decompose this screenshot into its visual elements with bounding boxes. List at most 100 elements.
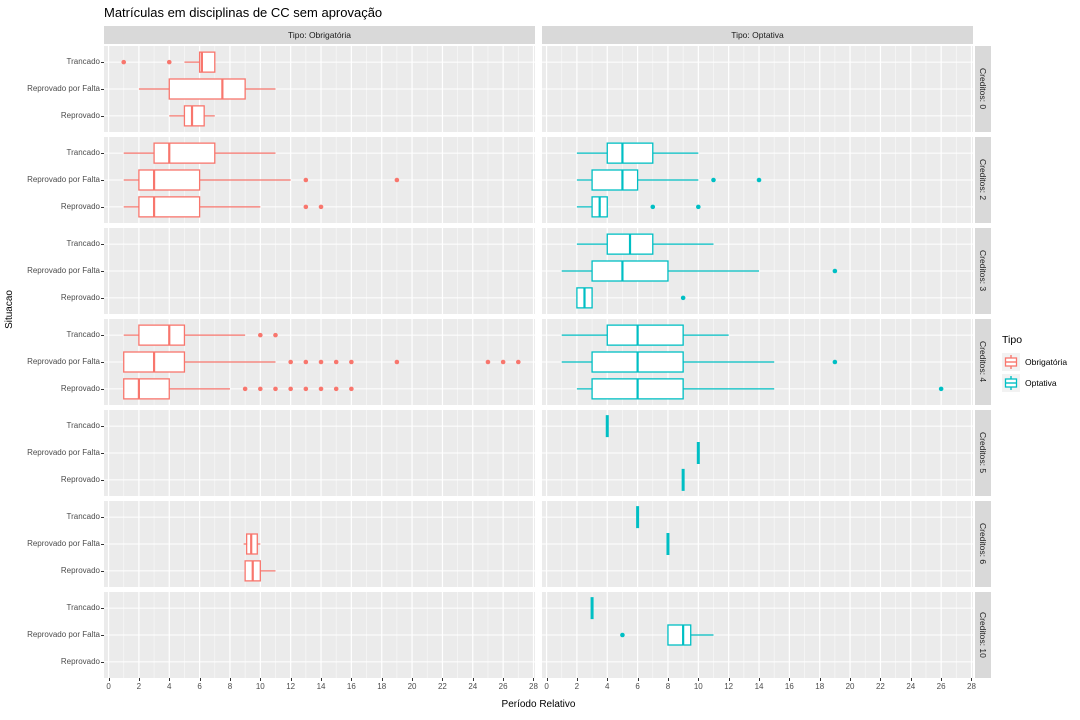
x-tick-label: 4 (167, 682, 172, 691)
x-tick-mark (442, 678, 444, 681)
x-tick-mark (698, 678, 700, 681)
y-tick-mark (101, 635, 104, 636)
x-tick-label: 4 (605, 682, 610, 691)
x-tick-label: 12 (724, 682, 734, 691)
row-facet-strip: Creditos: 3 (975, 228, 991, 314)
boxplot-outlier-point (121, 59, 127, 65)
boxplot-key-svg (1004, 355, 1018, 369)
x-tick-label: 6 (635, 682, 640, 691)
facet-panel (542, 501, 973, 587)
x-tick-label: 10 (255, 682, 265, 691)
x-tick-label: 6 (197, 682, 202, 691)
boxplot-outlier-point (288, 359, 293, 365)
col-facet-strip: Tipo: Optativa (542, 26, 973, 44)
boxplot-box (667, 624, 692, 646)
boxplot-outlier-point (303, 177, 309, 183)
x-tick-mark (941, 678, 943, 681)
facet-panel (542, 46, 973, 132)
facet-panel (104, 410, 535, 496)
x-tick-mark (229, 678, 231, 681)
x-tick-label: 14 (316, 682, 326, 691)
facet-panel (542, 228, 973, 314)
y-tick-mark (101, 608, 104, 610)
y-tick-label: Reprovado por Falta (27, 357, 100, 366)
x-tick-mark (971, 678, 973, 681)
boxplot-key-icon (1002, 374, 1020, 392)
x-tick-label: 22 (437, 682, 447, 691)
y-tick-mark (101, 479, 104, 481)
boxplot (123, 378, 354, 400)
x-axis-title: Período Relativo (501, 699, 576, 710)
boxplot-outlier-point (680, 295, 686, 301)
boxplot-outlier-point (349, 359, 354, 365)
y-tick-mark (101, 426, 104, 428)
facet-panel-svg (104, 46, 535, 132)
x-tick-mark (381, 678, 383, 681)
y-tick-label: Trancado (66, 148, 101, 158)
boxplot-outlier-point (650, 204, 656, 210)
boxplot (620, 624, 714, 646)
facet-panel-svg (542, 410, 973, 496)
boxplot-outlier-point (303, 204, 309, 210)
boxplot (561, 260, 838, 282)
x-tick-label: 24 (468, 682, 478, 691)
boxplot-outlier-point (318, 204, 324, 210)
x-tick-label: 28 (529, 682, 538, 691)
y-tick-label: Reprovado (60, 383, 100, 393)
boxplot-key-svg (1004, 376, 1018, 390)
y-tick-mark (101, 517, 104, 519)
boxplot-outlier-point (333, 359, 339, 365)
facet-panel (104, 592, 535, 678)
x-tick-label: 20 (407, 682, 417, 691)
y-tick-label: Reprovado (60, 656, 100, 666)
x-tick-label: 14 (754, 682, 764, 691)
row-facet-strip: Creditos: 10 (975, 592, 991, 678)
boxplot-box (606, 324, 684, 346)
boxplot (138, 78, 276, 100)
boxplot (561, 324, 729, 346)
y-tick-label: Reprovado (60, 292, 100, 302)
boxplot-outlier-point (394, 359, 400, 365)
y-tick-mark (101, 544, 104, 545)
y-tick-mark (101, 89, 104, 90)
facet-panel (104, 228, 535, 314)
y-tick-mark (101, 661, 104, 663)
boxplot (244, 560, 276, 582)
facet-panel-svg (542, 137, 973, 223)
boxplot (576, 169, 762, 191)
y-tick-label: Reprovado por Falta (27, 175, 100, 184)
row-facet-strip: Creditos: 0 (975, 46, 991, 132)
y-tick-mark (101, 570, 104, 572)
boxplot-outlier-point (318, 386, 324, 392)
x-tick-label: 16 (346, 682, 356, 691)
y-tick-mark (101, 180, 104, 181)
y-tick-mark (101, 271, 104, 272)
y-tick-mark (101, 362, 104, 363)
x-tick-mark (169, 678, 171, 681)
boxplot-outlier-point (485, 359, 491, 365)
facet-panel-svg (104, 501, 535, 587)
boxplot-outlier-point (303, 359, 309, 365)
facet-panel-svg (104, 592, 535, 678)
x-tick-mark (819, 678, 821, 681)
x-tick-mark (321, 678, 323, 681)
x-tick-mark (108, 678, 110, 681)
chart-title: Matrículas em disciplinas de CC sem apro… (104, 5, 383, 20)
y-tick-mark (101, 388, 104, 390)
legend-item-label: Optativa (1025, 378, 1057, 388)
y-tick-mark (101, 115, 104, 117)
x-tick-mark (728, 678, 730, 681)
x-tick-label: 0 (544, 682, 549, 691)
y-tick-mark (101, 244, 104, 246)
x-tick-mark (759, 678, 761, 681)
x-tick-mark (637, 678, 639, 681)
boxplot-outlier-point (500, 359, 506, 365)
boxplot-outlier-point (516, 359, 521, 365)
boxplot (121, 51, 216, 73)
y-tick-label: Reprovado (60, 565, 100, 575)
x-tick-label: 16 (784, 682, 794, 691)
boxplot-outlier-point (303, 386, 309, 392)
boxplot (123, 351, 521, 373)
y-tick-label: Reprovado (60, 201, 100, 211)
legend-item-label: Obrigatória (1025, 357, 1068, 367)
